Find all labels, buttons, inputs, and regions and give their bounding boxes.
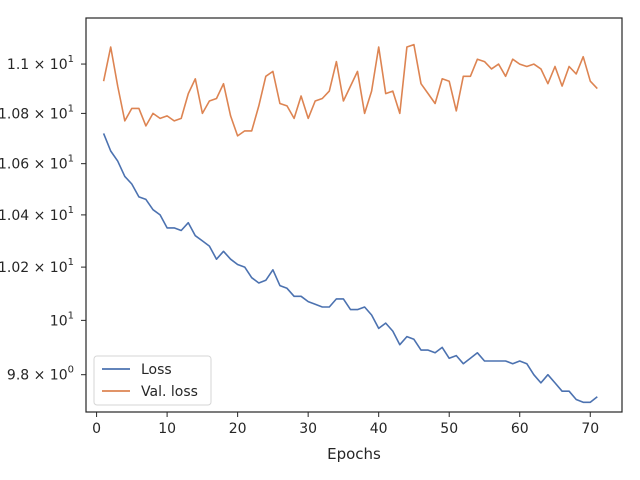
x-tick-label: 0 [92, 421, 101, 437]
y-tick-label: 1.02 × 101 [0, 257, 74, 276]
x-tick-label: 40 [370, 421, 388, 437]
x-axis-title: Epochs [327, 445, 381, 463]
y-tick-label: 9.8 × 100 [7, 365, 74, 384]
y-tick-label: 1.06 × 101 [0, 154, 74, 173]
series-line-loss [102, 133, 598, 404]
plot-frame [85, 17, 623, 413]
y-tick-label: 101 [50, 310, 74, 329]
x-tick-label: 50 [440, 421, 458, 437]
x-axis: 0 10 20 30 40 50 60 70 [92, 412, 599, 437]
y-tick-label: 1.1 × 101 [7, 54, 74, 73]
series-line-val-loss [102, 43, 598, 137]
legend-label: Val. loss [141, 384, 198, 400]
y-tick-label: 1.08 × 101 [0, 103, 74, 122]
y-tick-label: 1.04 × 101 [0, 205, 74, 224]
x-tick-label: 20 [229, 421, 247, 437]
y-axis: 9.8 × 100 101 1.02 × 101 1.04 × 101 1.06 × 1… [0, 54, 86, 384]
x-tick-label: 60 [511, 421, 529, 437]
series-layer [102, 43, 598, 404]
x-tick-label: 30 [299, 421, 317, 437]
x-tick-label: 10 [158, 421, 176, 437]
legend-label: Loss [141, 362, 172, 378]
x-tick-label: 70 [581, 421, 599, 437]
legend: Loss Val. loss [93, 355, 212, 406]
